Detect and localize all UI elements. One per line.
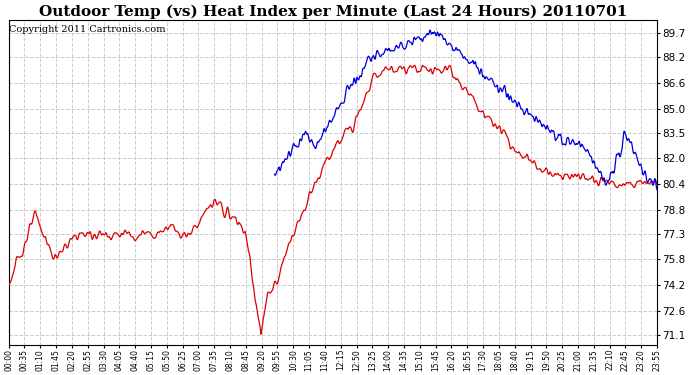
Text: Copyright 2011 Cartronics.com: Copyright 2011 Cartronics.com <box>10 25 166 34</box>
Title: Outdoor Temp (vs) Heat Index per Minute (Last 24 Hours) 20110701: Outdoor Temp (vs) Heat Index per Minute … <box>39 4 627 18</box>
